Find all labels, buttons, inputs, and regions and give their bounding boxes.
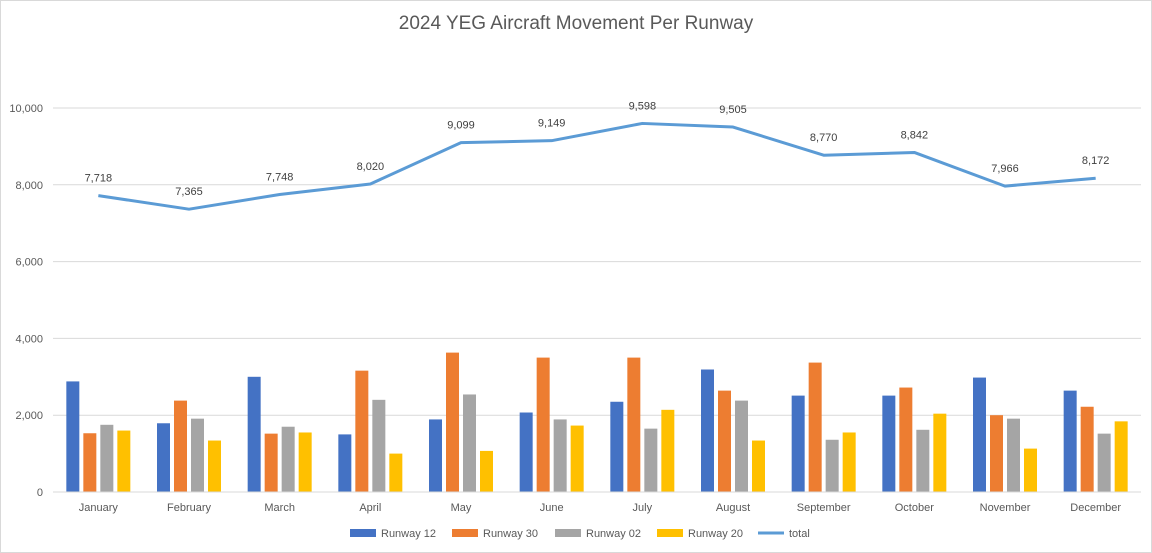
bar-runway-02 [281, 426, 295, 492]
bar-runway-30 [174, 400, 187, 492]
bar-runway-12 [791, 395, 805, 492]
bar-runway-02 [100, 424, 114, 492]
bar-runway-02 [553, 419, 567, 492]
bar-runway-12 [519, 412, 533, 492]
bar-runway-20 [298, 432, 312, 492]
bar-runway-12 [66, 381, 80, 492]
x-tick-label: May [451, 502, 472, 514]
bar-runway-12 [610, 401, 624, 492]
bar-runway-20 [933, 413, 947, 492]
bar-runway-30 [627, 357, 641, 492]
bar-runway-12 [701, 369, 714, 492]
bar-runway-12 [1063, 390, 1077, 492]
total-data-label: 9,149 [538, 118, 566, 130]
x-tick-label: February [167, 502, 212, 514]
legend-swatch [452, 529, 478, 537]
bar-runway-12 [429, 419, 442, 492]
total-data-label: 9,505 [719, 104, 747, 116]
bar-series [66, 352, 1128, 492]
total-data-label: 7,748 [266, 171, 294, 183]
total-line [98, 121, 1096, 211]
total-data-label: 9,598 [629, 100, 657, 112]
bar-runway-20 [480, 450, 493, 492]
legend-label: Runway 12 [381, 528, 436, 540]
bar-runway-20 [389, 453, 403, 492]
bar-runway-12 [882, 395, 896, 492]
x-tick-label: December [1070, 502, 1121, 514]
y-axis: 0 2,000 4,000 6,000 8,000 10,000 [9, 103, 43, 499]
bar-runway-02 [372, 399, 386, 492]
x-axis: January February March April May June July Augu… [53, 491, 1141, 514]
x-tick-label: April [359, 502, 381, 514]
bar-runway-02 [916, 429, 930, 492]
x-tick-label: June [540, 502, 564, 514]
legend-label: Runway 02 [586, 528, 641, 540]
y-tick-label: 6,000 [15, 257, 43, 269]
chart-title: 2024 YEG Aircraft Movement Per Runway [399, 13, 754, 34]
bar-runway-12 [973, 377, 986, 492]
bar-runway-20 [117, 430, 131, 492]
bar-runway-30 [990, 415, 1003, 492]
bar-runway-02 [191, 418, 204, 492]
legend-swatch [555, 529, 581, 537]
bar-runway-20 [1024, 448, 1037, 492]
total-data-label: 8,770 [810, 132, 838, 144]
bar-runway-30 [1080, 406, 1094, 492]
bar-runway-02 [463, 394, 476, 492]
bar-runway-20 [1114, 421, 1128, 492]
x-tick-label: September [797, 502, 851, 514]
total-line-series: 7,718 7,365 7,748 8,020 9,099 9,149 9,598 9,505… [85, 100, 1110, 211]
total-data-label: 9,099 [447, 120, 475, 132]
total-data-label: 8,842 [901, 129, 929, 141]
x-tick-label: November [980, 502, 1031, 514]
bar-runway-12 [247, 376, 261, 492]
bar-runway-30 [899, 387, 913, 492]
bar-runway-20 [661, 409, 675, 492]
bar-runway-20 [842, 432, 856, 492]
total-data-label: 7,365 [175, 186, 203, 198]
bar-runway-12 [338, 434, 352, 492]
x-tick-label: January [79, 502, 119, 514]
bar-runway-20 [208, 440, 221, 492]
bar-runway-30 [718, 390, 731, 492]
bar-runway-30 [83, 433, 97, 492]
bar-runway-20 [752, 440, 765, 492]
bar-runway-30 [808, 362, 822, 492]
x-tick-label: March [264, 502, 295, 514]
bar-runway-12 [157, 423, 170, 492]
bar-runway-02 [735, 400, 748, 492]
bar-runway-02 [644, 428, 658, 492]
bar-runway-02 [1007, 418, 1020, 492]
x-tick-label: August [716, 502, 750, 514]
legend-label: Runway 20 [688, 528, 743, 540]
bar-runway-30 [446, 352, 459, 492]
bar-runway-30 [355, 370, 369, 492]
bar-runway-20 [570, 425, 584, 492]
bar-runway-30 [536, 357, 550, 492]
y-tick-label: 0 [37, 487, 43, 499]
y-tick-label: 2,000 [15, 410, 43, 422]
y-tick-label: 8,000 [15, 180, 43, 192]
legend-label: Runway 30 [483, 528, 538, 540]
total-data-label: 7,966 [991, 163, 1019, 175]
legend-label: total [789, 528, 810, 540]
legend-swatch [657, 529, 683, 537]
total-data-label: 7,718 [85, 173, 113, 185]
total-data-label: 8,020 [357, 161, 385, 173]
x-tick-label: July [633, 502, 653, 514]
bar-runway-02 [1097, 433, 1111, 492]
legend-swatch [350, 529, 376, 537]
x-tick-label: October [895, 502, 934, 514]
bar-runway-02 [825, 439, 839, 492]
bar-runway-30 [264, 433, 278, 492]
y-tick-label: 4,000 [15, 333, 43, 345]
y-tick-label: 10,000 [9, 103, 43, 115]
legend: Runway 12 Runway 30 Runway 02 Runway 20 tota… [350, 528, 810, 540]
total-data-label: 8,172 [1082, 155, 1110, 167]
